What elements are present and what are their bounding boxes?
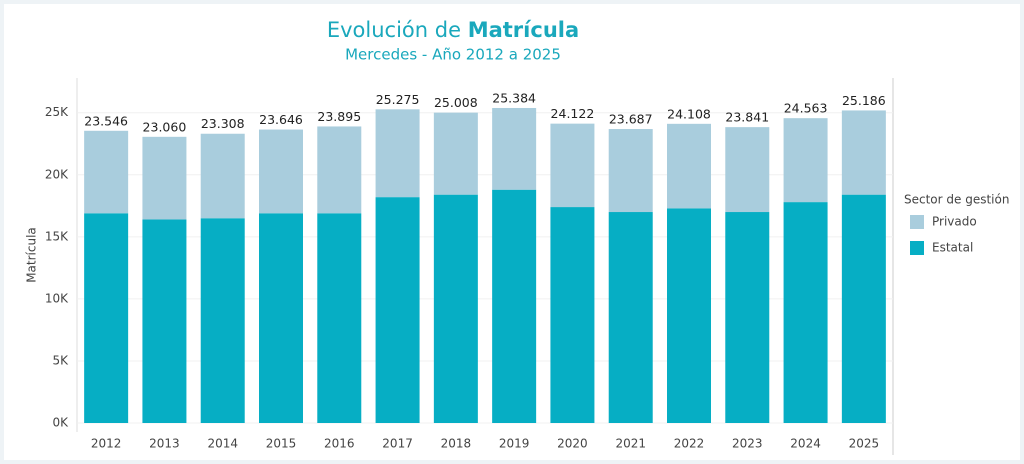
bar-segment [84, 213, 129, 423]
total-label: 23.060 [143, 119, 187, 134]
total-label: 25.186 [842, 93, 886, 108]
bar-segment [433, 194, 478, 423]
chart-title: Evolución de Matrícula [327, 18, 579, 42]
bar-segment [783, 202, 828, 423]
x-tick-label: 2019 [499, 437, 530, 451]
y-axis-label: Matrícula [25, 227, 39, 283]
legend-label: Estatal [932, 241, 973, 255]
y-tick-label: 0K [52, 416, 69, 430]
total-label: 23.646 [259, 112, 303, 127]
x-tick-label: 2018 [441, 437, 472, 451]
bar-segment [667, 208, 711, 423]
total-label: 23.895 [317, 109, 361, 124]
x-tick-label: 2021 [615, 437, 646, 451]
chart-subtitle: Mercedes - Año 2012 a 2025 [345, 46, 561, 64]
total-label: 23.308 [201, 116, 245, 131]
bar-segment [550, 123, 595, 208]
bar-segment [259, 129, 303, 214]
total-label: 23.546 [84, 113, 128, 128]
legend-swatch [910, 241, 924, 255]
x-tick-label: 2023 [732, 437, 763, 451]
total-label: 24.563 [784, 101, 828, 116]
x-tick-label: 2025 [849, 437, 880, 451]
bar-segment [608, 212, 653, 423]
bar-segment [550, 207, 595, 423]
x-tick-label: 2024 [790, 437, 821, 451]
title-prefix: Evolución de [327, 18, 461, 42]
x-tick-label: 2013 [149, 437, 180, 451]
bar-segment [375, 197, 420, 423]
bar-segment [375, 109, 420, 198]
total-label: 25.008 [434, 95, 478, 110]
bar-segment [84, 130, 129, 214]
bar-segment [725, 127, 770, 213]
total-label: 23.841 [725, 110, 769, 125]
bar-segment [492, 189, 537, 423]
y-tick-label: 10K [45, 291, 69, 305]
x-tick-label: 2020 [557, 437, 588, 451]
x-tick-label: 2012 [91, 437, 122, 451]
bar-segment [608, 129, 653, 213]
bar-segment [317, 126, 362, 214]
x-tick-label: 2017 [382, 437, 413, 451]
x-tick-label: 2016 [324, 437, 355, 451]
total-label: 24.122 [551, 106, 595, 121]
total-label: 25.275 [376, 92, 420, 107]
x-tick-label: 2022 [674, 437, 705, 451]
legend-swatch [910, 215, 924, 229]
title-emphasis: Matrícula [468, 18, 579, 42]
bar-segment [433, 112, 478, 195]
bar-segment [783, 118, 828, 203]
total-label: 24.108 [667, 106, 711, 121]
bar-segment [142, 136, 187, 220]
y-tick-label: 25K [45, 105, 69, 119]
y-tick-label: 20K [45, 167, 69, 181]
total-label: 25.384 [492, 90, 536, 105]
total-label: 23.687 [609, 112, 653, 127]
legend-label: Privado [932, 215, 977, 229]
bar-segment [259, 213, 303, 423]
bar-segment [142, 219, 187, 423]
bar-segment [841, 110, 886, 195]
bar-segment [841, 194, 886, 423]
x-tick-label: 2015 [266, 437, 297, 451]
bar-segment [725, 212, 770, 423]
bar-segment [317, 213, 362, 423]
legend-title: Sector de gestión [904, 193, 1009, 207]
bar-segment [492, 107, 537, 190]
y-tick-label: 5K [52, 353, 69, 367]
bar-segment [200, 218, 245, 423]
y-tick-label: 15K [45, 229, 69, 243]
bar-segment [200, 133, 245, 219]
bar-segment [667, 123, 711, 209]
x-tick-label: 2014 [207, 437, 238, 451]
